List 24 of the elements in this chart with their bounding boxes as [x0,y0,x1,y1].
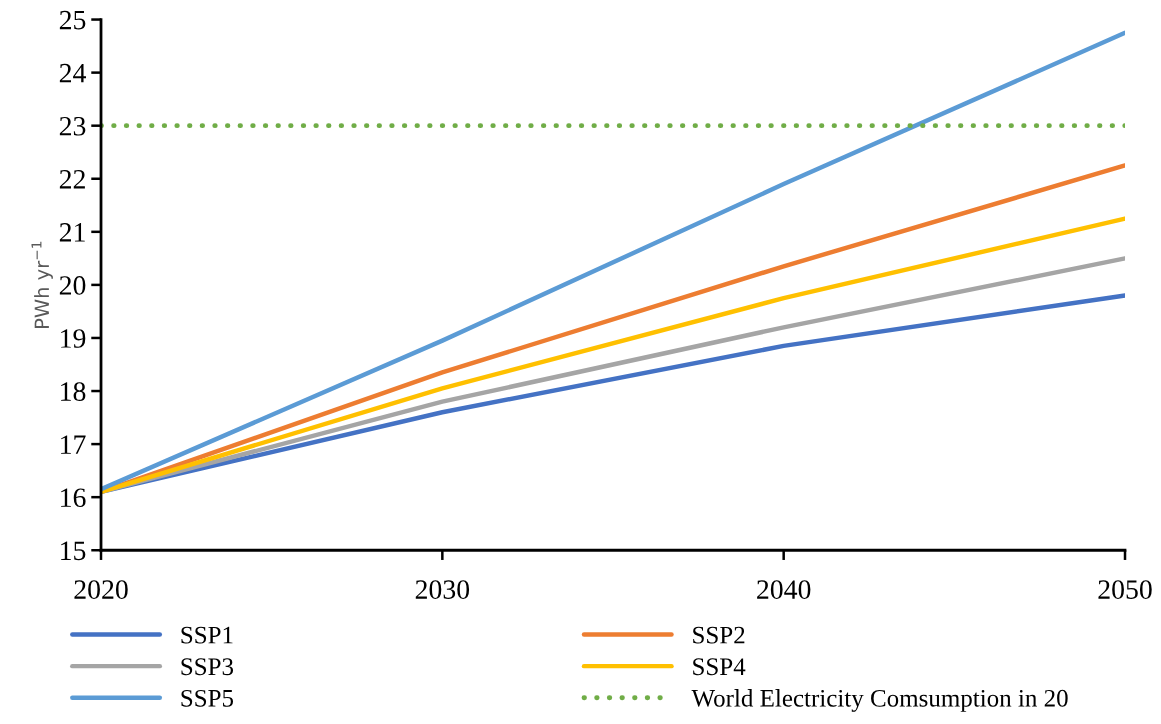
x-tick-label: 2020 [74,580,128,599]
line-series [101,293,1126,495]
legend-label: SSP4 [693,658,746,676]
y-tick-label: 17 [61,435,86,454]
line-series [101,30,1126,492]
legend-label: SSP5 [181,689,234,707]
y-tick-label: 21 [59,223,85,242]
legend-label: SSP3 [181,658,234,676]
y-axis-title: PWh yr$^{−1}$ [31,241,53,328]
y-tick-label: 25 [59,10,86,30]
y-tick-label: 15 [61,541,86,561]
y-tick-label: 20 [59,276,86,295]
y-tick-label: 18 [61,382,86,401]
y-tick-label: 19 [61,329,86,348]
y-tick-label: 24 [59,63,86,83]
x-tick-label: 2040 [757,580,811,599]
y-tick-label: 22 [59,170,85,189]
x-tick-label: 2030 [415,580,470,599]
legend-label: World Electricity Comsumption in 20 [691,689,1068,712]
x-tick-label: 2050 [1098,580,1152,599]
y-tick-label: 16 [61,488,86,508]
legend-label: SSP1 [181,626,233,644]
legend-label: SSP2 [693,626,745,644]
y-tick-label: 23 [59,116,86,136]
